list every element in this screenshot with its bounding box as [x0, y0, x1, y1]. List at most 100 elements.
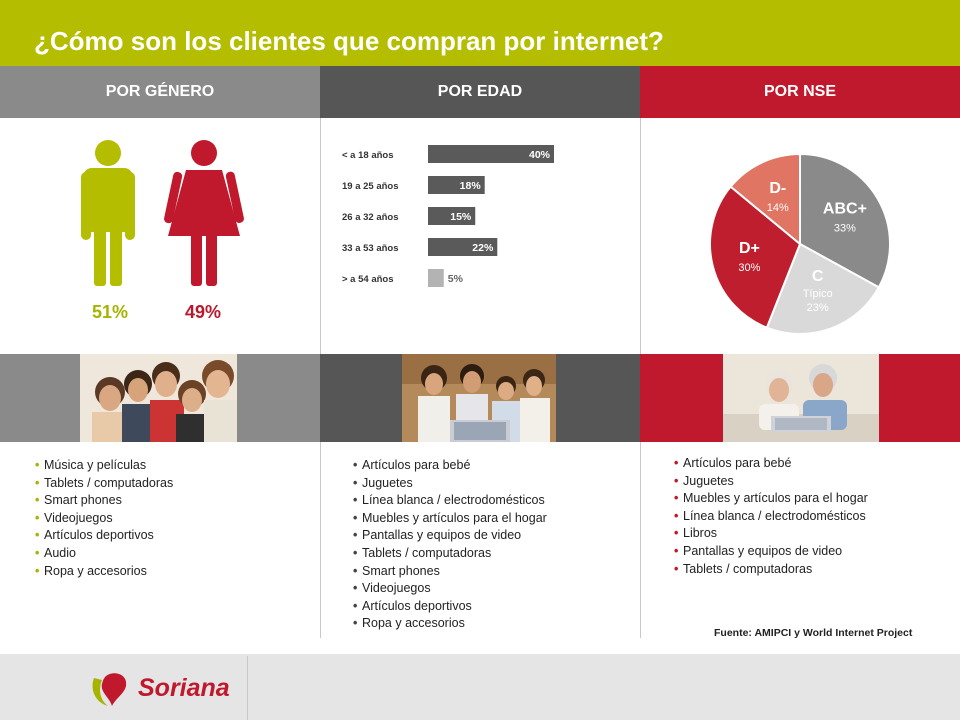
header-por-edad: POR EDAD — [320, 66, 640, 118]
edad-product-list: • Artículos para bebé • Juguetes • Línea blan… — [353, 457, 547, 633]
list-item: • Música y películas — [35, 457, 173, 475]
list-item: • Tablets / computadoras — [35, 475, 173, 493]
age-category-label: < a 18 años — [342, 150, 394, 161]
header-por-genero: POR GÉNERO — [0, 66, 320, 118]
nse-product-list: • Artículos para bebé • Juguetes • Muebles y … — [674, 455, 868, 578]
list-item: • Tablets / computadoras — [674, 561, 868, 579]
soriana-logo-text: Soriana — [138, 674, 230, 702]
age-category-label: 19 a 25 años — [342, 181, 399, 192]
pie-slice-label: D- — [769, 180, 786, 197]
list-item-label: Música y películas — [44, 458, 147, 472]
title-bar: ¿Cómo son los clientes que compran por i… — [0, 0, 960, 66]
list-item-label: Línea blanca / electrodomésticos — [362, 493, 545, 508]
age-category-label: 26 a 32 años — [342, 212, 399, 223]
bullet-icon: • — [674, 561, 679, 576]
list-item-label: Muebles y artículos para el hogar — [362, 510, 547, 525]
age-bar-value-label: 40% — [529, 149, 551, 161]
pie-slice-value: 30% — [738, 262, 760, 274]
bullet-icon: • — [353, 545, 358, 560]
list-item: • Videojuegos — [35, 510, 173, 528]
list-item-label: Muebles y artículos para el hogar — [683, 491, 868, 506]
list-item-label: Pantallas y equipos de video — [683, 543, 843, 558]
list-item-label: Libros — [683, 526, 718, 541]
male-percentage: 51% — [92, 302, 129, 322]
list-item-label: Juguetes — [683, 473, 734, 488]
bullet-icon: • — [35, 510, 40, 525]
list-item-label: Videojuegos — [362, 581, 431, 596]
list-item: • Artículos deportivos — [353, 598, 547, 616]
age-category-label: 33 a 53 años — [342, 243, 399, 254]
list-item-label: Artículos deportivos — [362, 598, 472, 613]
age-bar-chart: < a 18 años 40% 19 a 25 años 18% 26 a 32 año… — [342, 145, 554, 287]
bullet-icon: • — [353, 598, 358, 613]
list-item: • Artículos para bebé — [353, 457, 547, 475]
bullet-icon: • — [35, 493, 40, 508]
list-item-label: Tablets / computadoras — [44, 475, 174, 490]
age-bar — [428, 269, 444, 287]
source-note: Fuente: AMIPCI y World Internet Project — [714, 627, 913, 639]
pie-slice-value: 33% — [834, 222, 856, 234]
list-item-label: Pantallas y equipos de video — [362, 528, 522, 543]
bullet-icon: • — [35, 475, 40, 490]
pie-slice — [799, 152, 891, 289]
footer — [0, 654, 960, 720]
list-item: • Videojuegos — [353, 580, 547, 598]
pie-slice-label: D+ — [739, 240, 760, 257]
age-bar — [428, 207, 476, 225]
list-item: • Muebles y artículos para el hogar — [674, 490, 868, 508]
list-item-label: Videojuegos — [44, 510, 113, 525]
list-item-label: Smart phones — [362, 563, 440, 578]
age-bar — [428, 176, 485, 194]
bullet-icon: • — [674, 543, 679, 558]
list-item: • Ropa y accesorios — [35, 563, 173, 581]
list-item: • Libros — [674, 525, 868, 543]
age-bar-value-label: 15% — [450, 211, 472, 223]
bullet-icon: • — [674, 526, 679, 541]
list-item: • Juguetes — [674, 473, 868, 491]
family-laptop-photo — [402, 354, 556, 442]
pie-slice-label: ABC+ — [823, 200, 867, 217]
header-por-nse: POR NSE — [640, 66, 960, 118]
list-item: • Ropa y accesorios — [353, 615, 547, 633]
age-bar — [428, 145, 554, 163]
list-item-label: Ropa y accesorios — [362, 616, 465, 631]
list-item-label: Artículos para bebé — [362, 458, 471, 472]
bullet-icon: • — [353, 563, 358, 578]
list-item-label: Artículos para bebé — [683, 456, 792, 470]
list-item: • Línea blanca / electrodomésticos — [674, 508, 868, 526]
bullet-icon: • — [353, 528, 358, 543]
bullet-icon: • — [353, 493, 358, 508]
list-item-label: Artículos deportivos — [44, 528, 154, 543]
gender-figures — [81, 140, 244, 286]
bullet-icon: • — [353, 581, 358, 596]
list-item: • Juguetes — [353, 475, 547, 493]
bullet-icon: • — [674, 508, 679, 523]
list-item: • Audio — [35, 545, 173, 563]
list-item-label: Juguetes — [362, 475, 413, 490]
pie-slice-value: 14% — [767, 202, 789, 214]
page-title: ¿Cómo son los clientes que compran por i… — [34, 26, 664, 56]
list-item: • Pantallas y equipos de video — [674, 543, 868, 561]
pie-slice-label: C — [812, 268, 824, 285]
age-bar-value-label: 18% — [460, 180, 482, 192]
pie-slice-value: 23% — [807, 302, 829, 314]
pie-slice-sublabel: Típico — [803, 288, 833, 300]
soriana-logo-icon — [92, 673, 127, 706]
age-category-label: > a 54 años — [342, 274, 394, 285]
list-item: • Línea blanca / electrodomésticos — [353, 492, 547, 510]
bullet-icon: • — [674, 456, 679, 470]
list-item: • Pantallas y equipos de video — [353, 527, 547, 545]
list-item: • Smart phones — [35, 492, 173, 510]
bullet-icon: • — [353, 475, 358, 490]
list-item-label: Tablets / computadoras — [362, 545, 492, 560]
young-people-photo — [80, 354, 237, 442]
bullet-icon: • — [35, 545, 40, 560]
male-figure-icon — [81, 140, 135, 286]
bullet-icon: • — [35, 563, 40, 578]
nse-pie-chart: ABC+ 33% C Típico 23% D+ 30% D- 14% — [709, 152, 891, 334]
soriana-logo: Soriana — [88, 668, 238, 712]
bullet-icon: • — [35, 458, 40, 472]
bullet-icon: • — [353, 458, 358, 472]
pie-slice — [709, 185, 802, 329]
